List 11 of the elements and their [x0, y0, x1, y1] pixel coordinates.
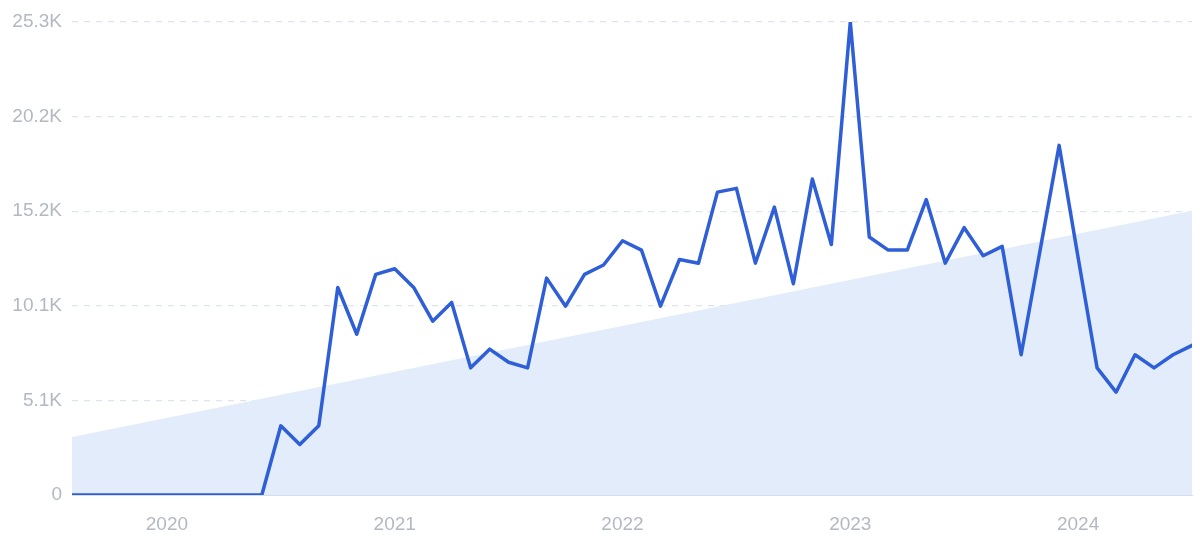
x-tick-label: 2021 [373, 512, 416, 534]
x-tick-label: 2020 [145, 512, 189, 534]
x-tick-label: 2024 [1056, 512, 1100, 534]
y-tick-label: 15.2K [12, 199, 63, 221]
y-tick-label: 10.1K [12, 294, 63, 316]
x-tick-label: 2022 [601, 512, 644, 534]
y-tick-label: 20.2K [12, 104, 63, 126]
y-tick-label: 5.1K [22, 388, 63, 410]
y-tick-label: 25.3K [12, 10, 63, 32]
x-tick-label: 2023 [829, 512, 872, 534]
y-tick-label: 0 [51, 483, 62, 505]
